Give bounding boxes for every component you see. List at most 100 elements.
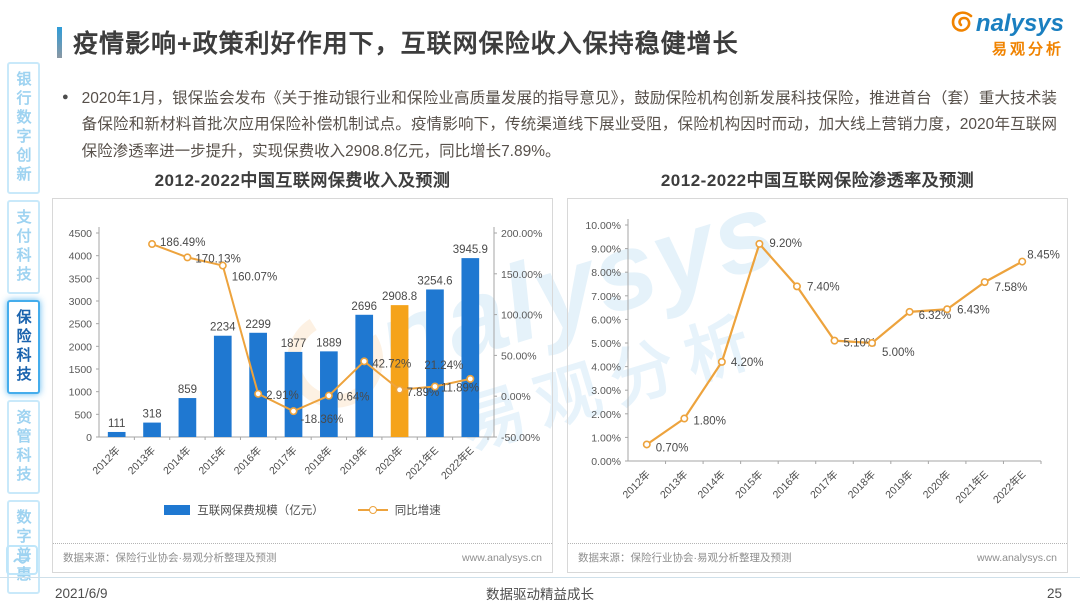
svg-text:2022年E: 2022年E [438,444,476,482]
source-label: 数据来源：保险行业协会·易观分析整理及预测 [63,552,277,564]
premium-chart-source-row: 数据来源：保险行业协会·易观分析整理及预测 www.analysys.cn [53,543,552,572]
bar-legend-label: 互联网保费规模（亿元） [197,505,324,517]
line-legend-swatch [357,506,388,514]
sidebar-item-payment-tech[interactable]: 支付科技 [6,200,40,294]
svg-text:-18.36%: -18.36% [301,414,344,426]
footer-date: 2021/6/9 [55,585,108,601]
svg-text:2013年: 2013年 [125,444,158,477]
svg-text:3000: 3000 [69,296,93,308]
svg-text:0.00%: 0.00% [591,456,621,468]
svg-text:2908.8: 2908.8 [382,291,417,303]
svg-text:7.58%: 7.58% [995,282,1028,294]
penetration-line-chart: 0.00% 1.00% 2.00% 3.00% 4.00% 5.00% 6.00% 7.00%… [585,219,1060,506]
svg-text:100.00%: 100.00% [501,310,542,322]
page-footer: 2021/6/9 数据驱动精益成长 25 [0,577,1080,608]
svg-text:3.00%: 3.00% [591,385,621,397]
premium-chart-legend: 互联网保费规模（亿元） 同比增速 [53,497,552,523]
summary-text: 2020年1月，银保监会发布《关于推动银行业和保险业高质量发展的指导意见》，鼓励… [81,90,1057,160]
wave-icon [13,557,31,564]
svg-text:2012年: 2012年 [90,444,123,477]
logo-brand-subtext: 易观分析 [991,41,1064,58]
svg-text:9.00%: 9.00% [591,244,621,256]
svg-text:8.45%: 8.45% [1027,250,1060,262]
svg-text:10.00%: 10.00% [585,220,621,232]
svg-text:2018年: 2018年 [302,444,335,477]
svg-text:0.70%: 0.70% [656,442,689,454]
svg-text:2013年: 2013年 [657,468,690,501]
svg-text:2021年E: 2021年E [403,444,441,482]
svg-text:1877: 1877 [281,338,307,350]
corner-logo-chip [6,545,38,575]
sidebar-item-insurance-tech[interactable]: 保险科技 [6,300,40,394]
svg-text:186.49%: 186.49% [160,237,205,249]
svg-text:0.64%: 0.64% [337,392,370,404]
svg-text:4.00%: 4.00% [591,362,621,374]
svg-text:150.00%: 150.00% [501,269,542,281]
svg-text:7.89%: 7.89% [407,387,440,399]
svg-text:2020年: 2020年 [920,468,953,501]
penetration-chart-column: 2012-2022中国互联网保险渗透率及预测 0.00% 1.00% 2.00% 3.… [567,166,1068,573]
svg-text:500: 500 [74,409,92,421]
page-header: 疫情影响+政策利好作用下，互联网保险收入保持稳健增长 [57,24,739,60]
svg-text:4.20%: 4.20% [731,357,764,369]
svg-text:50.00%: 50.00% [501,350,537,362]
svg-text:2000: 2000 [69,341,93,353]
svg-text:200.00%: 200.00% [501,228,542,240]
summary-bullet: ● 2020年1月，银保监会发布《关于推动银行业和保险业高质量发展的指导意见》，… [62,86,1057,165]
svg-text:7.40%: 7.40% [807,281,840,293]
svg-text:2696: 2696 [351,301,377,313]
bullet-marker: ● [62,91,69,103]
svg-text:859: 859 [178,384,197,396]
title-accent-bar [57,26,62,58]
svg-text:2018年: 2018年 [845,468,878,501]
legend-item-premium-scale: 互联网保费规模（亿元） [164,502,324,518]
legend-item-growth-rate: 同比增速 [357,502,441,518]
svg-text:1.00%: 1.00% [591,432,621,444]
svg-text:2.00%: 2.00% [591,409,621,421]
svg-text:0: 0 [86,432,92,444]
footer-slogan: 数据驱动精益成长 [486,587,594,602]
svg-text:6.32%: 6.32% [919,310,952,322]
analysys-url: www.analysys.cn [977,551,1057,564]
svg-text:2016年: 2016年 [770,468,803,501]
svg-text:111: 111 [108,418,125,430]
sidebar-item-banking-digital[interactable]: 银行数字创新 [6,62,40,194]
svg-text:2021年E: 2021年E [953,468,991,506]
svg-text:42.72%: 42.72% [372,358,411,370]
svg-text:2014年: 2014年 [695,468,728,501]
svg-text:2234: 2234 [210,322,236,334]
svg-text:11.89%: 11.89% [441,382,479,394]
page-number: 25 [1046,585,1062,601]
svg-text:4500: 4500 [69,228,93,240]
sidebar-item-asset-mgmt-tech[interactable]: 资管科技 [6,400,40,494]
svg-text:3500: 3500 [69,273,93,285]
svg-text:8.00%: 8.00% [591,267,621,279]
svg-text:2017年: 2017年 [807,468,840,501]
svg-text:1889: 1889 [316,337,342,349]
svg-text:2020年: 2020年 [373,444,406,477]
svg-text:2.91%: 2.91% [266,390,299,402]
svg-text:5.10%: 5.10% [844,338,877,350]
svg-text:21.24%: 21.24% [424,360,463,372]
svg-text:6.00%: 6.00% [591,314,621,326]
svg-text:4000: 4000 [69,251,93,263]
svg-text:2500: 2500 [69,319,93,331]
line-legend-label: 同比增速 [394,505,441,517]
analysys-logo: nalysys 易观分析 [949,10,1064,59]
premium-chart-column: 2012-2022中国互联网保费收入及预测 0 500 1000 1500 2000 25… [52,166,553,573]
logo-brand-text: nalysys [975,10,1064,37]
svg-text:1.80%: 1.80% [693,416,726,428]
svg-text:2022年E: 2022年E [990,468,1028,506]
svg-text:3254.6: 3254.6 [417,275,452,287]
svg-text:1500: 1500 [69,364,93,376]
charts-row: 2012-2022中国互联网保费收入及预测 0 500 1000 1500 2000 25… [52,166,1068,573]
svg-text:2016年: 2016年 [231,444,264,477]
penetration-chart-panel: 0.00% 1.00% 2.00% 3.00% 4.00% 5.00% 6.00% 7.00%… [567,198,1068,573]
svg-text:2012年: 2012年 [620,468,653,501]
analysys-url: www.analysys.cn [462,551,542,564]
bar-legend-swatch [164,505,191,515]
svg-text:318: 318 [142,409,161,421]
svg-text:0.00%: 0.00% [501,391,531,403]
penetration-chart-source-row: 数据来源：保险行业协会·易观分析整理及预测 www.analysys.cn [568,543,1067,572]
